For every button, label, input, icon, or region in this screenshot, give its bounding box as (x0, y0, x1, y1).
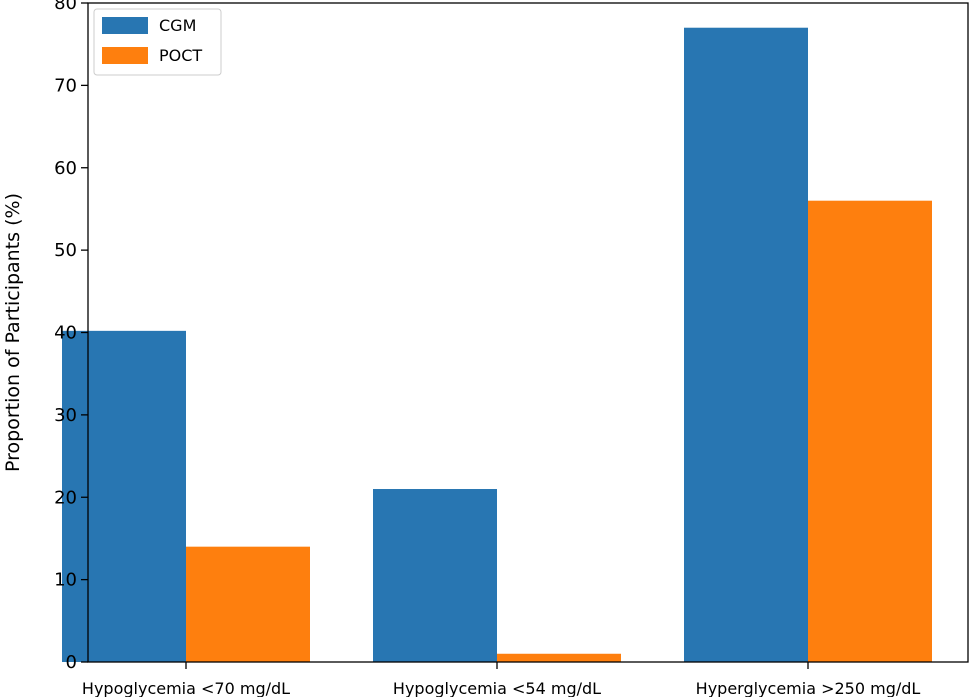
bar-poct-0 (186, 546, 310, 662)
y-tick-label: 20 (54, 487, 77, 508)
y-tick-label: 30 (54, 405, 77, 426)
y-axis-ticks: 0 10 20 30 40 50 60 70 80 (54, 0, 88, 673)
bar-poct-1 (497, 653, 621, 662)
y-tick-label: 40 (54, 323, 77, 344)
bar-poct-2 (808, 200, 932, 662)
y-tick-label: 50 (54, 240, 77, 261)
y-axis-label: Proportion of Participants (%) (2, 193, 24, 472)
y-tick-label: 80 (54, 0, 77, 14)
y-tick-label: 70 (54, 75, 77, 96)
legend-label-poct: POCT (159, 46, 202, 65)
legend-swatch-cgm (102, 17, 148, 34)
bar-cgm-2 (684, 27, 808, 662)
legend-swatch-poct (102, 47, 148, 64)
legend: CGM POCT (93, 8, 222, 76)
legend-label-cgm: CGM (159, 16, 196, 35)
x-tick-label: Hyperglycemia >250 mg/dL (696, 679, 921, 697)
x-tick-label: Hypoglycemia <70 mg/dL (82, 679, 290, 697)
bar-cgm-1 (373, 489, 497, 662)
y-tick-label: 10 (54, 570, 77, 591)
x-tick-label: Hypoglycemia <54 mg/dL (393, 679, 601, 697)
y-tick-label: 0 (66, 652, 77, 673)
bars-group (62, 27, 932, 662)
bar-cgm-0 (62, 330, 186, 662)
x-axis-ticks: Hypoglycemia <70 mg/dL Hypoglycemia <54 m… (82, 662, 920, 697)
y-tick-label: 60 (54, 158, 77, 179)
plot-frame (87, 2, 969, 663)
